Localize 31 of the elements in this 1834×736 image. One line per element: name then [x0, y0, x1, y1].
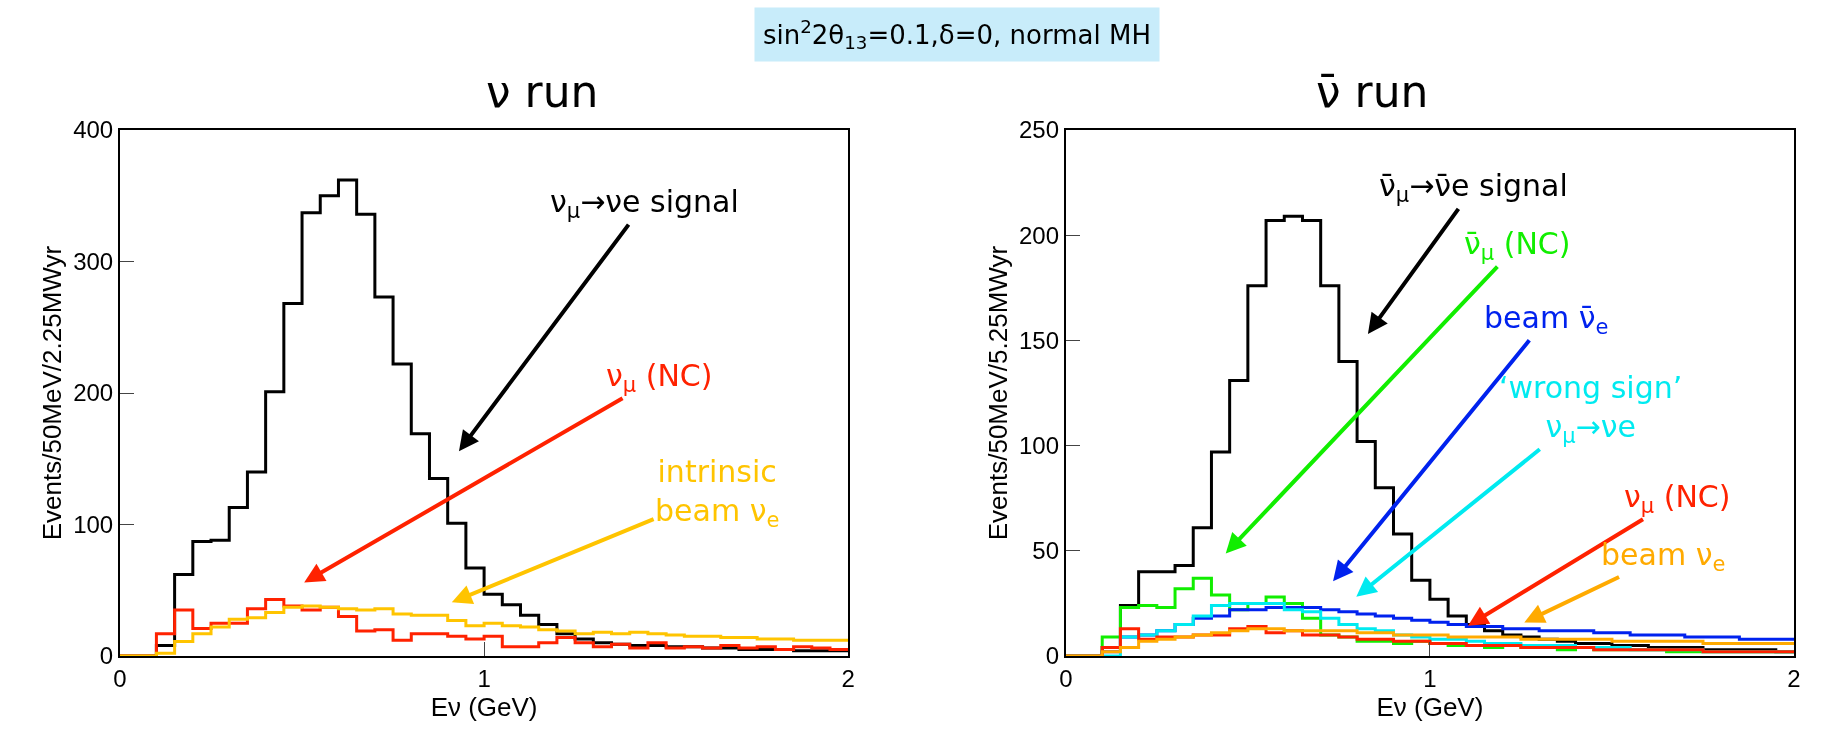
text: intrinsic beam ν$_{e}$	[655, 454, 780, 533]
y-tick-label: 100	[73, 510, 114, 538]
y-axis-title: Events/50MeV/5.25MWyr	[982, 245, 1013, 541]
y-tick-label: 400	[73, 116, 114, 144]
x-tick-label: 1	[1423, 664, 1437, 692]
series-label: ν̄$_{μ}$→ν̄e signal	[1379, 168, 1568, 208]
text: ν$_{μ}$ (NC)	[1624, 479, 1731, 519]
y-tick-label: 200	[73, 379, 114, 407]
text: ‘wrong sign’ ν$_{μ}$→νe	[1499, 370, 1683, 449]
y-tick-label: 300	[73, 247, 114, 275]
x-tick-label: 1	[477, 664, 491, 692]
y-axis-title: Events/50MeV/2.25MWyr	[37, 245, 68, 541]
text: ν̄$_{μ}$ (NC)	[1464, 226, 1571, 266]
y-tick-label: 150	[1018, 326, 1060, 354]
text: beam ν̄$_{e}$	[1484, 300, 1609, 340]
y-tick-label: 100	[1018, 432, 1060, 459]
text: sin$^{2}$2θ$_{13}$=0.1,δ=0, normal MH	[763, 16, 1151, 54]
text: beam ν$_{e}$	[1601, 537, 1726, 577]
chart-title: ν̄ run	[1316, 66, 1429, 117]
x-tick-label: 2	[841, 664, 855, 692]
y-tick-label: 0	[1045, 642, 1060, 670]
y-tick-label: 50	[1032, 537, 1060, 565]
text: ν$_{μ}$→νe signal	[550, 184, 739, 224]
chart-title: ν run	[486, 66, 599, 117]
y-tick-label: 0	[99, 642, 114, 670]
y-tick-label: 250	[1018, 116, 1060, 144]
text: ν$_{μ}$ (NC)	[606, 358, 713, 398]
x-axis-title: Eν (GeV)	[1376, 691, 1484, 722]
x-axis-title: Eν (GeV)	[430, 691, 538, 722]
y-tick-label: 200	[1018, 221, 1060, 249]
x-tick-label: 2	[1787, 664, 1801, 692]
